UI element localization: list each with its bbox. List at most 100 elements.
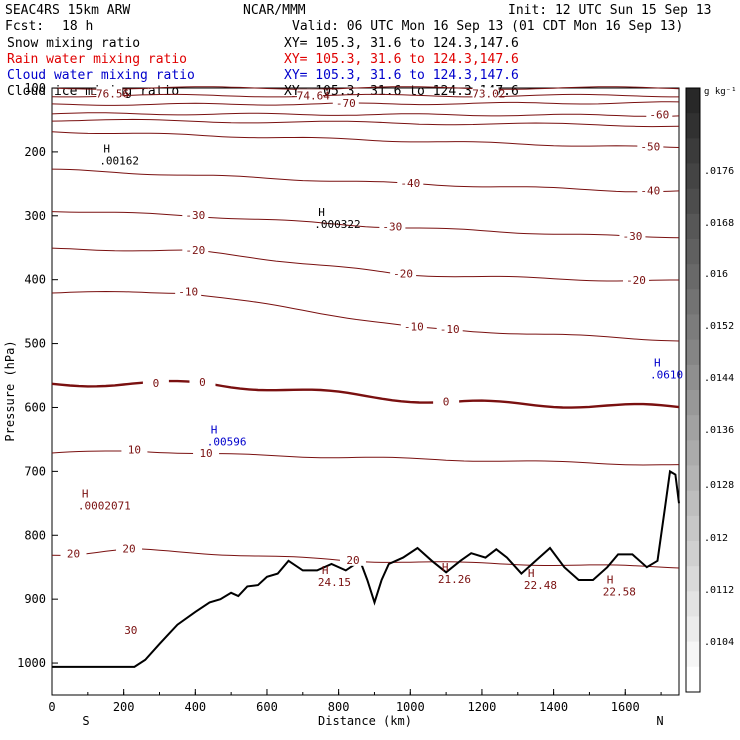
plot-frame xyxy=(51,87,680,696)
temperature-contour xyxy=(51,168,680,193)
label-bg xyxy=(116,542,143,555)
high-marker: H xyxy=(211,423,218,436)
y-axis-title: Pressure (hPa) xyxy=(3,340,17,441)
colorbar-swatch xyxy=(686,440,700,466)
contour-label: -60 xyxy=(649,108,669,121)
colorbar-label: .0168 xyxy=(704,218,734,229)
high-marker: H xyxy=(528,567,535,580)
x-tick-label: 1400 xyxy=(539,700,568,714)
high-marker: H xyxy=(322,564,329,577)
y-tick-label: 100 xyxy=(24,81,46,95)
colorbar-swatch xyxy=(686,138,700,164)
colorbar-label: .0152 xyxy=(704,321,734,332)
temperature-contour xyxy=(51,211,680,239)
colorbar-swatch xyxy=(686,566,700,592)
high-value: 24.15 xyxy=(318,576,351,589)
field-xy: XY= 105.3, 31.6 to 124.3,147.6 xyxy=(284,52,519,67)
contour-label: -73.02 xyxy=(466,87,506,100)
x-tick-label: 1000 xyxy=(396,700,425,714)
colorbar-label: .012 xyxy=(704,533,728,544)
colorbar-swatch xyxy=(686,515,700,542)
temperature-contour xyxy=(51,131,680,148)
label-bg xyxy=(175,285,202,298)
y-tick-label: 600 xyxy=(24,400,46,414)
colorbar-swatch xyxy=(686,289,700,315)
contour-label: 0 xyxy=(153,377,160,390)
contour-label: -76.56 xyxy=(89,87,129,100)
contour-label: -40 xyxy=(640,185,660,198)
label-bg xyxy=(433,395,460,408)
colorbar-swatch xyxy=(686,239,700,265)
temperature-contour xyxy=(51,86,680,90)
contour-label: -30 xyxy=(185,209,205,222)
x-tick-label: 400 xyxy=(184,700,206,714)
colorbar-swatch xyxy=(686,163,700,190)
x-axis-title: Distance (km) xyxy=(318,714,412,728)
high-value: .00162 xyxy=(99,154,139,167)
colorbar-swatch xyxy=(686,641,700,668)
model-title: SEAC4RS 15km ARW xyxy=(5,3,130,18)
temperature-contour xyxy=(51,101,680,106)
colorbar-swatch xyxy=(686,213,700,240)
temperature-contour xyxy=(51,290,680,342)
contour-label: 0 xyxy=(199,376,206,389)
colorbar-swatch xyxy=(686,666,700,693)
y-tick-label: 500 xyxy=(24,337,46,351)
contour-label: -10 xyxy=(178,285,198,298)
contour-label: -20 xyxy=(185,244,205,257)
fcst-value: 18 h xyxy=(62,19,93,34)
y-tick-label: 400 xyxy=(24,273,46,287)
contour-label: -20 xyxy=(626,274,646,287)
y-tick-label: 200 xyxy=(24,145,46,159)
contour-label: -10 xyxy=(404,321,424,334)
label-bg xyxy=(193,447,220,460)
label-bg xyxy=(379,220,406,233)
high-value: 22.48 xyxy=(524,579,557,592)
high-value: .0002071 xyxy=(78,499,131,512)
temperature-contour xyxy=(51,118,680,128)
colorbar-swatch xyxy=(686,314,700,341)
valid-time: Valid: 06 UTC Mon 16 Sep 13 (01 CDT Mon … xyxy=(292,19,683,34)
field-name: Cloud water mixing ratio xyxy=(7,68,195,83)
north-label: N xyxy=(656,714,663,728)
high-marker: H xyxy=(442,561,449,574)
colorbar-swatch xyxy=(686,541,700,567)
high-marker: H xyxy=(607,574,614,587)
label-bg xyxy=(60,547,87,560)
label-bg xyxy=(400,320,427,333)
field-name: Rain water mixing ratio xyxy=(7,52,187,67)
high-value: .000322 xyxy=(314,218,360,231)
colorbar-swatch xyxy=(686,616,700,643)
colorbar-swatch xyxy=(686,390,700,416)
contour-label: 10 xyxy=(199,447,212,460)
colorbar-swatch xyxy=(686,264,700,290)
contour-label: -50 xyxy=(640,140,660,153)
south-label: S xyxy=(82,714,89,728)
colorbar-swatch xyxy=(686,113,700,139)
field-xy: XY= 105.3, 31.6 to 124.3,147.6 xyxy=(284,68,519,83)
colorbar-label: .0144 xyxy=(704,373,734,384)
contour-label: 0 xyxy=(443,395,450,408)
high-marker: H xyxy=(103,142,110,155)
field-name: Snow mixing ratio xyxy=(7,36,140,51)
label-bg xyxy=(436,323,463,336)
label-bg xyxy=(390,267,417,280)
x-tick-label: 200 xyxy=(113,700,135,714)
contour-label: -70 xyxy=(336,97,356,110)
colorbar-label: .0112 xyxy=(704,585,734,596)
colorbar-label: .0136 xyxy=(704,425,734,436)
contour-label: -10 xyxy=(440,323,460,336)
colorbar-swatch xyxy=(686,339,700,366)
label-bg xyxy=(619,229,646,242)
high-marker: H xyxy=(654,356,661,369)
x-tick-label: 1600 xyxy=(611,700,640,714)
terrain-line xyxy=(52,469,680,668)
colorbar-swatch xyxy=(686,465,700,492)
label-bg xyxy=(637,184,664,197)
label-bg xyxy=(296,89,323,102)
contour-label: 20 xyxy=(122,542,135,555)
colorbar-swatch xyxy=(686,364,700,391)
high-marker: H xyxy=(82,487,89,500)
label-bg xyxy=(623,273,650,286)
